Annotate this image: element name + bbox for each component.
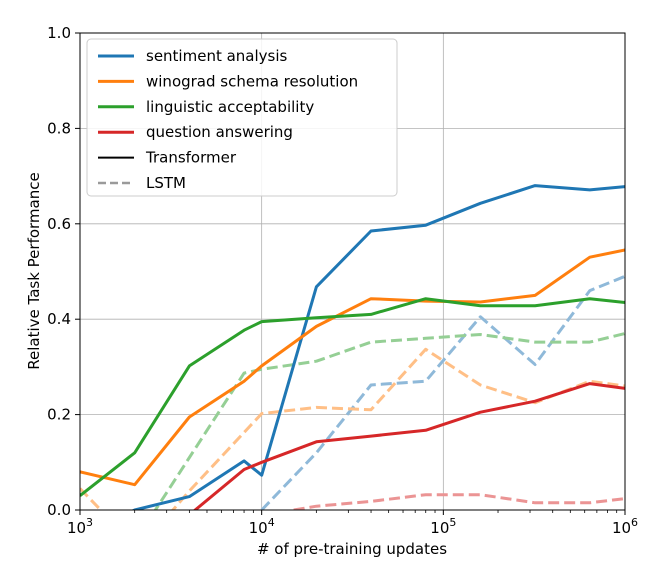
legend-label: question answering [146,123,293,141]
x-axis-ticks: 103 104 105 106 [67,510,638,537]
linguistic-acceptability-lstm-line [153,332,625,510]
x-axis-label: # of pre-training updates [257,540,447,558]
legend-label: winograd schema resolution [146,72,358,90]
x-tick-base: 10 [612,519,631,537]
sentiment-analysis-transformer-line [130,184,625,510]
x-tick-exponent: 3 [86,516,93,529]
x-tick-exponent: 5 [449,516,456,529]
y-axis-label: Relative Task Performance [25,172,43,369]
y-tick-label: 0.4 [47,310,71,328]
legend-label: LSTM [146,174,186,192]
x-tick-label: 104 [249,516,275,537]
y-tick-label: 0.6 [47,215,71,233]
x-tick-label: 106 [612,516,638,537]
y-tick-label: 0.2 [47,406,71,424]
x-tick-base: 10 [249,519,268,537]
x-tick-exponent: 6 [631,516,638,529]
y-axis-ticks: 0.0 0.2 0.4 0.6 0.8 1.0 [47,24,80,519]
x-tick-label: 105 [430,516,456,537]
x-tick-base: 10 [67,519,86,537]
plot-frame [79,32,626,511]
linguistic-acceptability-transformer-line [80,297,625,497]
x-tick-base: 10 [430,519,449,537]
y-tick-label: 0.8 [47,119,71,137]
y-tick-label: 0.0 [47,501,71,519]
x-tick-label: 103 [67,516,93,537]
winograd-schema-resolution-transformer-line [80,248,625,487]
legend-label: linguistic acceptability [146,98,314,116]
question-answering-lstm-line [293,493,625,510]
x-tick-exponent: 4 [268,516,275,529]
legend-label: Transformer [145,149,237,167]
legend: sentiment analysis winograd schema resolu… [86,38,398,197]
question-answering-transformer-line [192,382,625,510]
series-layer [80,184,625,510]
legend-label: sentiment analysis [146,47,288,65]
sentiment-analysis-lstm-line [260,274,625,510]
legend-box [86,38,398,197]
y-tick-label: 1.0 [47,24,71,42]
winograd-schema-resolution-lstm-line [80,347,625,510]
